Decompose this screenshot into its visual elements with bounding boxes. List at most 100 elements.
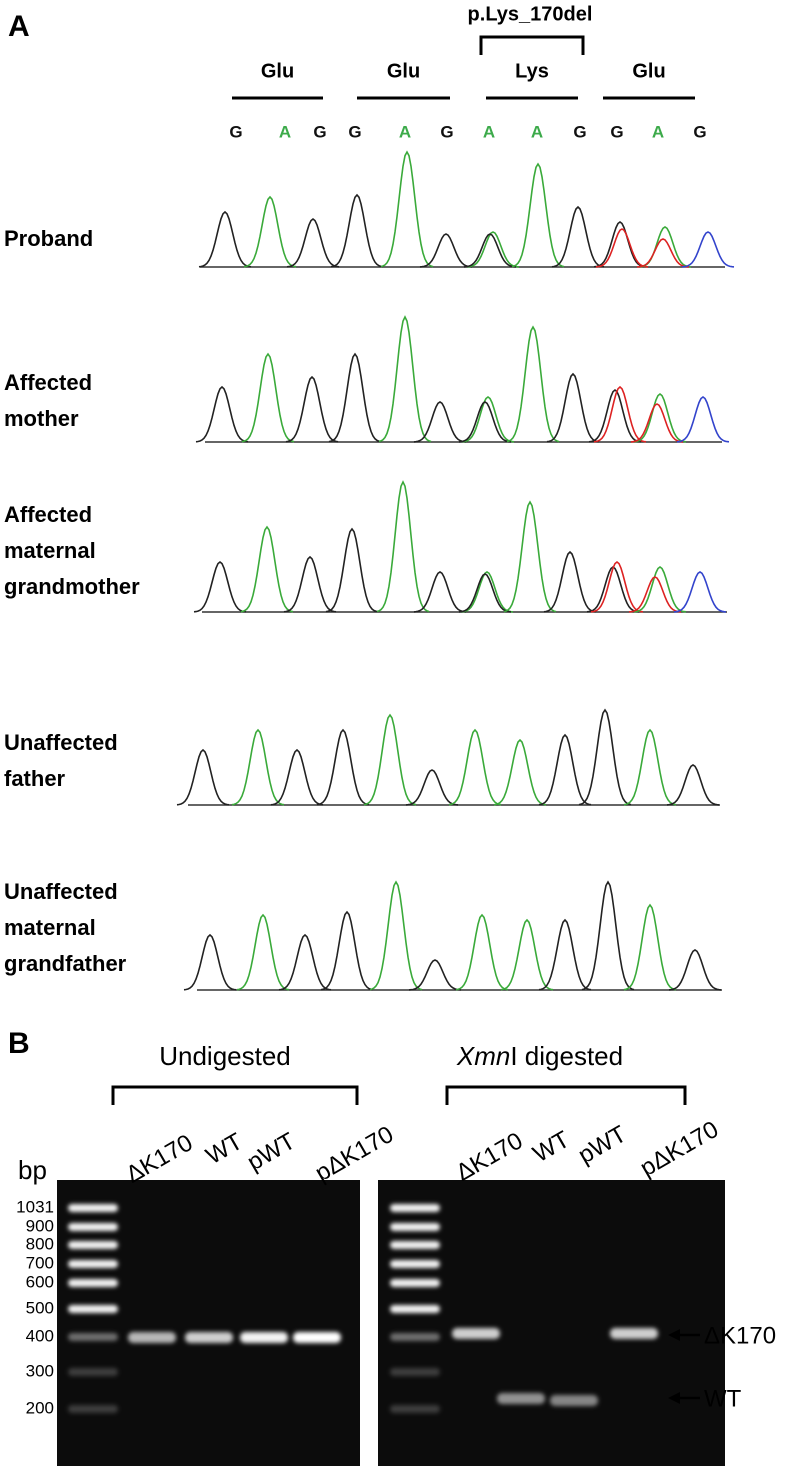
sample-band [497,1393,545,1404]
ladder-band [68,1405,118,1413]
chromatogram-peak [590,560,644,613]
chromatogram-peak [231,728,285,806]
chromatogram-peak [578,708,632,806]
sample-band [128,1332,176,1343]
base-label: A [483,122,495,141]
mutation-bracket [479,35,585,55]
chromatogram-peak [376,480,430,613]
band-label: ΔK170 [704,1322,776,1349]
ladder-band [390,1204,440,1212]
base-label: A [652,122,664,141]
sample-band [550,1395,598,1406]
chromatogram-peak [369,880,423,991]
codon-label: Lys [515,60,549,82]
chromatogram-peak [243,195,297,268]
group-title: XmnI digested [456,1041,623,1071]
chromatogram-peak [511,162,565,268]
ladder-band [390,1241,440,1249]
chromatogram-peak [503,500,557,613]
ladder-label: 800 [26,1234,54,1253]
chromatogram-peak [278,933,332,991]
chromatogram-peak [593,385,647,443]
sample-label: grandfather [4,951,127,976]
chromatogram-peak [463,233,517,268]
chromatogram-peak [668,949,722,991]
ladder-band [68,1204,118,1212]
chromatogram-peak [458,401,512,443]
sample-label: Unaffected [4,730,118,755]
chromatogram-peak [538,918,592,991]
chromatogram-peak [195,385,249,443]
chromatogram-peak [581,880,635,991]
base-label: A [531,122,543,141]
group-bracket [445,1085,687,1105]
ladder-label: 500 [26,1298,54,1317]
chromatogram-peak [543,550,597,613]
sample-label: Unaffected [4,879,118,904]
ladder-band [68,1368,118,1376]
sample-label: mother [4,406,79,431]
base-label: A [279,122,291,141]
ladder-label: 600 [26,1272,54,1291]
ladder-label: 900 [26,1216,54,1235]
ladder-band [390,1260,440,1268]
chromatogram-peak [630,403,684,443]
chromatogram-peak [413,401,467,443]
chromatogram-peak [413,571,467,613]
arrow-head [668,1392,680,1404]
size-unit: bp [18,1155,47,1185]
chromatogram-peak [538,733,592,806]
chromatogram-peak [448,728,502,806]
chromatogram-peak [408,959,462,991]
base-label: G [573,122,586,141]
base-label: G [313,122,326,141]
arrow-head [668,1329,680,1341]
ladder-band [68,1241,118,1249]
chromatogram-peak [595,228,649,268]
sample-label: Affected [4,502,92,527]
sample-label: father [4,766,66,791]
ladder-band [68,1333,118,1341]
chromatogram-peak [286,217,340,268]
chromatogram-peak [586,566,640,613]
group-title-italic: Xmn [456,1041,510,1071]
chromatogram-peak [193,560,247,613]
chromatogram-peak [285,375,339,443]
chromatogram-peak [460,571,514,613]
ladder-band [68,1279,118,1287]
lane-label: ΔK170 [451,1127,527,1186]
ladder-band [390,1305,440,1313]
mutation-label: p.Lys_170del [468,3,593,25]
lane-label: WT [202,1128,248,1170]
chromatogram-peak [628,576,682,613]
chromatogram-peak [283,555,337,613]
ladder-label: 200 [26,1398,54,1417]
chromatogram-peak [673,571,727,613]
lane-label: pΔK170 [311,1121,398,1187]
sample-band [452,1328,500,1339]
chromatogram-peak [316,728,370,806]
base-label: A [399,122,411,141]
chromatogram-peak [458,573,512,613]
chromatogram-peak [183,933,237,991]
lane-label: WT [529,1126,575,1168]
chromatogram-peak [380,150,434,268]
ladder-band [68,1260,118,1268]
chromatogram-peak [633,566,687,613]
chromatogram-peak [500,918,554,991]
gel [57,1180,360,1466]
sample-label: maternal [4,915,96,940]
band-label: WT [704,1385,742,1412]
chromatogram-peak [633,392,687,443]
ladder-label: 400 [26,1326,54,1345]
chromatogram-peak [405,769,459,806]
lane-label: pWT [574,1120,632,1169]
sample-label: Affected [4,370,92,395]
chromatogram-peak [240,525,294,613]
chromatogram-peak [328,352,382,443]
chromatogram-peak [666,764,720,806]
sample-label: Proband [4,226,93,251]
chromatogram-peak [493,738,547,806]
panel-label: B [8,1027,30,1060]
